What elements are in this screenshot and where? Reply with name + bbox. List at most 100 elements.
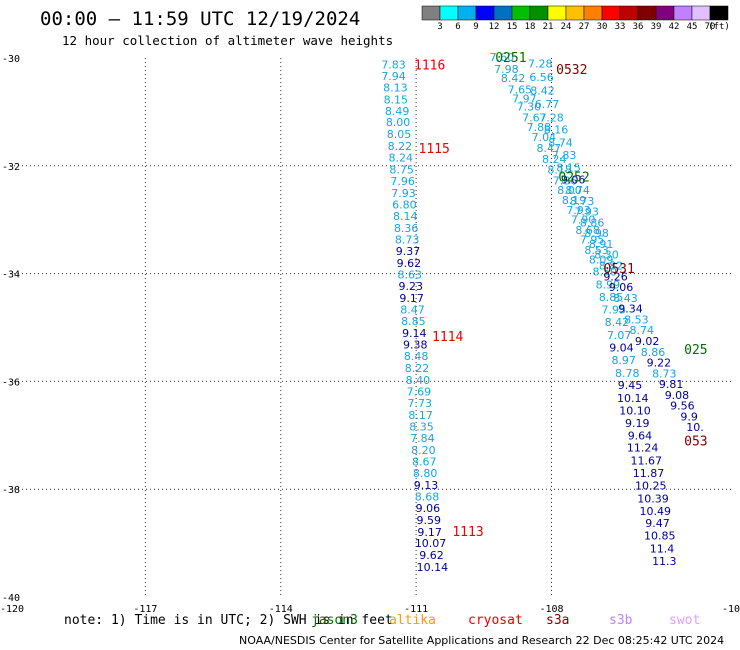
- pass-time-label: 0532: [556, 63, 587, 78]
- wave-height-value: 10.10: [619, 405, 651, 418]
- map-grid: [10, 58, 732, 597]
- wave-height-value: 9.37: [396, 245, 421, 258]
- wave-height-value: 9.19: [625, 417, 650, 430]
- wave-height-value: 8.68: [575, 224, 600, 237]
- wave-height-value: 8.91: [589, 238, 614, 251]
- wave-height-value: 8.18: [547, 164, 572, 177]
- wave-height-value: 8.17: [408, 409, 433, 422]
- wave-height-value: 8.05: [387, 128, 412, 141]
- wave-height-value: 7.83: [552, 149, 577, 162]
- longitude-label: -111: [404, 604, 428, 612]
- track-3: 7.286.568.426.777.288.168.747.838.159.06…: [528, 57, 704, 434]
- wave-height-value: 8.30: [594, 249, 619, 262]
- wave-height-value: 7.83: [381, 58, 406, 71]
- wave-height-value: 9.45: [618, 379, 643, 392]
- legend-swatch: [709, 5, 729, 21]
- longitude-tick-labels: -120 -117 -114 -111 -108 -10: [0, 604, 740, 612]
- satellite-s3a: s3a: [546, 613, 570, 628]
- legend-label: 39: [650, 22, 662, 32]
- wave-height-value: 10.14: [617, 392, 649, 405]
- latitude-label: -30: [2, 54, 20, 65]
- wave-height-value: 8.75: [389, 164, 414, 177]
- wave-height-value: 11.4: [650, 542, 675, 555]
- legend-label: 36: [632, 22, 644, 32]
- wave-height-value: 8.50: [592, 265, 617, 278]
- latitude-label: -34: [2, 270, 20, 281]
- longitude-label: -108: [539, 604, 563, 612]
- wave-height-value: 8.73: [395, 234, 420, 247]
- pass-time-label: 1114: [432, 330, 463, 345]
- wave-height-value: 8.16: [544, 124, 569, 137]
- wave-height-value: 8.67: [412, 456, 437, 469]
- wave-height-value: 8.35: [409, 421, 434, 434]
- legend-label: 18: [524, 22, 536, 32]
- legend-label: 24: [560, 22, 572, 32]
- wave-height-value: 7.28: [528, 57, 553, 70]
- pass-time-label: 025: [684, 343, 707, 358]
- legend-label: 12: [488, 22, 500, 32]
- wave-height-value: 8.80: [413, 467, 438, 480]
- wave-height-value: 9.06: [561, 173, 586, 186]
- legend-label: 6: [455, 22, 461, 32]
- wave-height-value: 10.85: [644, 530, 676, 543]
- wave-height-value: 9.08: [665, 389, 690, 402]
- wave-height-value: 8.20: [411, 444, 436, 457]
- wave-height-value: 8.42: [501, 72, 526, 85]
- pass-time-label: 0252: [558, 171, 589, 186]
- wave-height-value: 9.59: [417, 514, 442, 527]
- legend-label: 42: [668, 22, 680, 32]
- wave-height-value: 8.47: [537, 142, 562, 155]
- wave-height-value: 8.24: [389, 152, 414, 165]
- wave-height-value: 10.25: [635, 479, 667, 492]
- wave-height-value: 7.96: [390, 175, 415, 188]
- wave-height-value: 8.13: [383, 82, 408, 95]
- wave-height-value: 9.9: [680, 410, 698, 423]
- wave-height-value: 9.26: [603, 270, 628, 283]
- legend-label: (ft): [708, 22, 730, 32]
- legend-label: 30: [596, 22, 608, 32]
- wave-height-value: 8.15: [556, 161, 581, 174]
- wave-height-value: 8.19: [562, 194, 587, 207]
- wave-height-value: 7.84: [410, 432, 435, 445]
- wave-height-value: 7.69: [407, 386, 432, 399]
- wave-height-value: 6.56: [529, 71, 554, 84]
- wave-height-value: 9.04: [609, 341, 634, 354]
- wave-height-value: 7.90: [571, 214, 596, 227]
- wave-height-value: 8.99: [596, 278, 621, 291]
- legend-label: 15: [506, 22, 518, 32]
- wave-height-value: 8.22: [405, 362, 430, 375]
- wave-height-value: 8.53: [584, 244, 609, 257]
- wave-height-value: 9.81: [659, 378, 684, 391]
- wave-height-value: 10.49: [640, 505, 672, 518]
- legend-label: 3: [437, 22, 443, 32]
- wave-height-value: 7.86: [553, 174, 578, 187]
- color-legend-labels: 3 6 9 12 15 18 21 24 27 30 33 36 39 42 45 70 (ft): [421, 22, 731, 34]
- wave-height-value: 10.14: [417, 561, 449, 574]
- wave-height-value: 11.87: [633, 467, 665, 480]
- pass-time-label: 053: [684, 435, 707, 450]
- satellite-s3b: s3b: [609, 613, 633, 628]
- track-2: 7.607.988.427.657.977.307.677.887.048.47…: [490, 51, 677, 568]
- wave-height-value: 11.67: [631, 455, 663, 468]
- wave-height-value: 7.93: [566, 204, 591, 217]
- wave-height-value: 8.48: [404, 350, 429, 363]
- legend-label: 45: [686, 22, 698, 32]
- altimeter-tracks: 7.837.948.138.158.498.008.058.228.248.75…: [381, 51, 703, 574]
- legend-label: 70: [704, 22, 716, 32]
- wave-height-value: 9.62: [397, 257, 422, 270]
- wave-height-value: 8.86: [580, 216, 605, 229]
- longitude-label: -117: [133, 604, 157, 612]
- legend-label: 33: [614, 22, 626, 32]
- pass-time-label: 1113: [452, 525, 483, 540]
- wave-height-value: 7.28: [539, 111, 564, 124]
- wave-height-value: 8.74: [630, 324, 655, 337]
- wave-height-value: 8.73: [570, 195, 595, 208]
- wave-height-value: 9.17: [399, 292, 424, 305]
- longitude-label: -114: [269, 604, 293, 612]
- wave-height-value: 6.77: [535, 98, 560, 111]
- wave-height-map: -30-32-34-36-38-40 -120 -117 -114 -111 -108-…: [0, 51, 740, 612]
- wave-height-value: 8.68: [415, 491, 440, 504]
- wave-height-value: 9.17: [417, 526, 442, 539]
- wave-height-value: 8.43: [613, 292, 638, 305]
- wave-height-value: 7.67: [522, 111, 547, 124]
